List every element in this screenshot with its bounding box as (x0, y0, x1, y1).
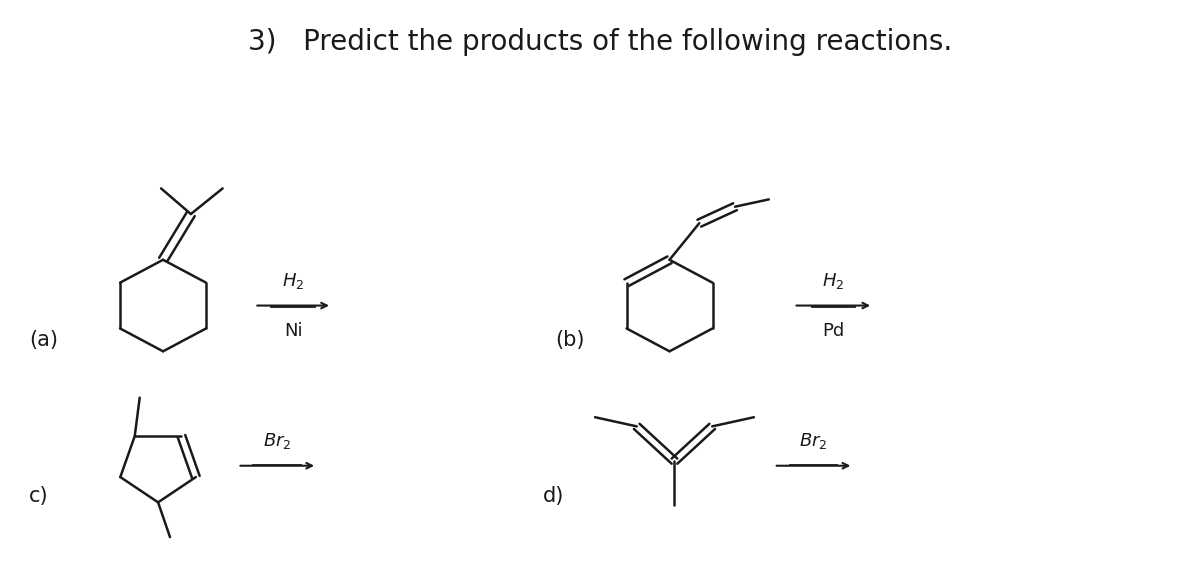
Text: 3)   Predict the products of the following reactions.: 3) Predict the products of the following… (248, 28, 952, 56)
Text: $Br_2$: $Br_2$ (263, 431, 292, 451)
Text: (b): (b) (556, 331, 584, 350)
Text: (a): (a) (29, 331, 58, 350)
Text: Ni: Ni (284, 322, 302, 340)
Text: $H_2$: $H_2$ (822, 271, 845, 291)
Text: $H_2$: $H_2$ (282, 271, 305, 291)
Text: c): c) (29, 486, 49, 506)
Text: Pd: Pd (822, 322, 845, 340)
Text: d): d) (542, 486, 564, 506)
Text: $Br_2$: $Br_2$ (799, 431, 828, 451)
